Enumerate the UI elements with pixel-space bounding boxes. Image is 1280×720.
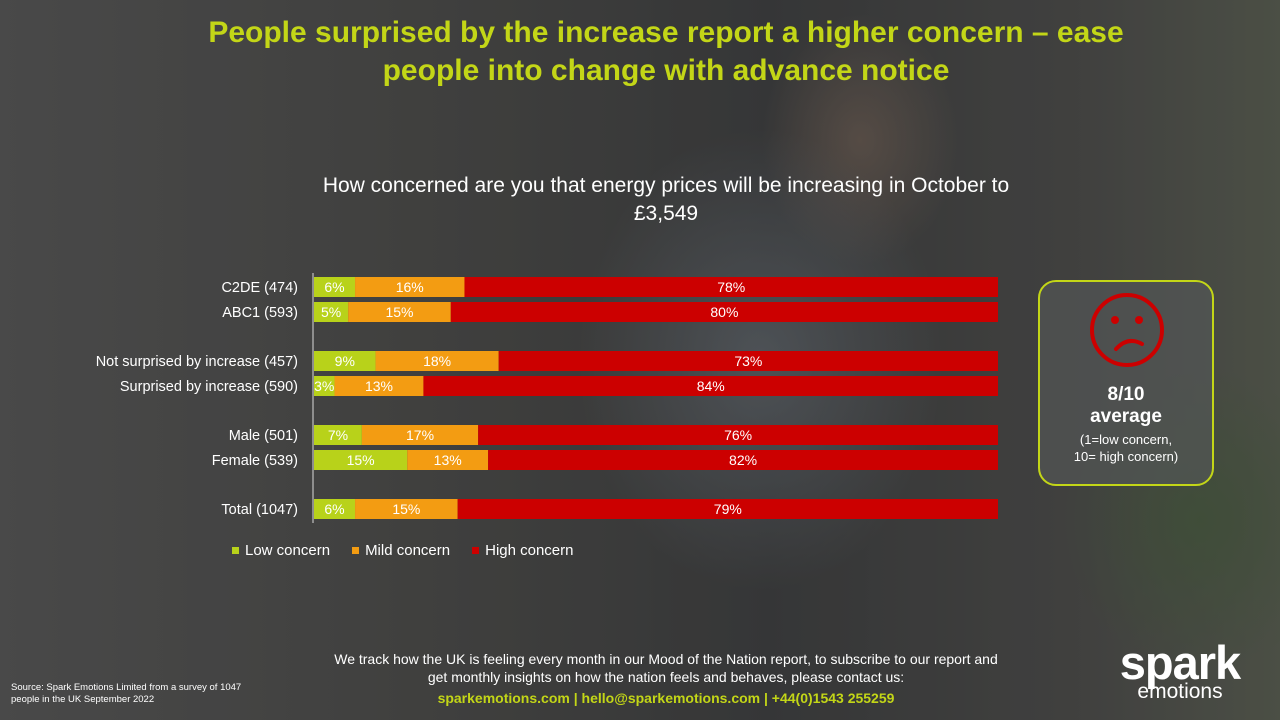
data-label: 5%	[321, 304, 341, 320]
data-label: 9%	[335, 353, 355, 369]
data-label: 7%	[328, 427, 348, 443]
legend-item-mild: Mild concern	[352, 542, 450, 559]
bar-segment	[407, 450, 489, 470]
bar-segment	[314, 425, 362, 445]
bar-segment	[450, 302, 998, 322]
data-label: 80%	[710, 304, 738, 320]
spark-emotions-logo: spark emotions	[1100, 636, 1260, 703]
legend-label-low: Low concern	[245, 542, 331, 559]
legend-swatch-mild	[352, 547, 360, 554]
chart-legend: Low concern Mild concern High concern	[232, 542, 574, 559]
bar-segment	[355, 499, 458, 519]
bar-segment	[478, 425, 998, 445]
bar-segment	[334, 376, 424, 396]
data-label: 13%	[365, 378, 393, 394]
data-label: 84%	[697, 378, 725, 394]
data-label: 79%	[714, 501, 742, 517]
data-label: 16%	[396, 279, 424, 295]
average-score-card: 8/10 average (1=low concern, 10= high co…	[1038, 280, 1214, 486]
average-note-line-2: 10= high concern)	[1073, 449, 1179, 464]
average-scale-note: (1=low concern, 10= high concern)	[1040, 431, 1212, 465]
average-score: 8/10	[1107, 384, 1145, 405]
data-label: 6%	[324, 279, 344, 295]
bar-segment	[314, 376, 335, 396]
category-label: Not surprised by increase (457)	[96, 354, 298, 370]
logo-wordmark-sub: emotions	[1137, 680, 1223, 703]
legend-label-mild: Mild concern	[365, 542, 451, 559]
data-label: 73%	[734, 353, 762, 369]
average-label: average	[1090, 406, 1162, 427]
bar-segment	[355, 277, 465, 297]
bar-segment	[314, 499, 356, 519]
category-label: C2DE (474)	[221, 280, 298, 296]
data-label: 3%	[314, 378, 334, 394]
data-label: 78%	[717, 279, 745, 295]
legend-label-high: High concern	[485, 542, 574, 559]
source-note: Source: Spark Emotions Limited from a su…	[11, 682, 242, 705]
category-label: Female (539)	[212, 453, 298, 469]
bar-segment	[423, 376, 998, 396]
chart-title: How concerned are you that energy prices…	[322, 174, 1010, 225]
bar-segment	[314, 351, 376, 371]
page-title: People surprised by the increase report …	[208, 16, 1124, 87]
category-label: Male (501)	[229, 428, 298, 444]
category-label: Surprised by increase (590)	[120, 379, 298, 395]
legend-item-low: Low concern	[232, 542, 330, 559]
legend-item-high: High concern	[472, 542, 574, 559]
legend-swatch-low	[232, 547, 239, 554]
data-label: 82%	[729, 452, 757, 468]
data-label: 15%	[392, 501, 420, 517]
bar-segment	[457, 499, 998, 519]
data-label: 6%	[324, 501, 344, 517]
category-label: ABC1 (593)	[222, 305, 298, 321]
data-label: 15%	[347, 452, 375, 468]
category-label: Total (1047)	[221, 502, 298, 518]
data-label: 13%	[434, 452, 462, 468]
bar-segment	[348, 302, 451, 322]
bar-segment	[375, 351, 499, 371]
bar-segment	[464, 277, 999, 297]
data-label: 76%	[724, 427, 752, 443]
footer-subscribe-text: We track how the UK is feeling every mon…	[334, 651, 998, 685]
data-label: 17%	[406, 427, 434, 443]
bar-segment	[314, 450, 408, 470]
bar-segment	[361, 425, 479, 445]
footer-contact-links[interactable]: sparkemotions.com | hello@sparkemotions.…	[437, 690, 895, 706]
bar-segment	[488, 450, 998, 470]
bar-segment	[498, 351, 998, 371]
logo-wordmark-main: spark	[1119, 636, 1241, 689]
average-note-line-1: (1=low concern,	[1079, 432, 1173, 447]
bar-segment	[314, 277, 356, 297]
data-label: 15%	[385, 304, 413, 320]
legend-swatch-high	[472, 547, 480, 554]
bar-segment	[314, 302, 349, 322]
data-label: 18%	[423, 353, 451, 369]
sad-face-icon	[1090, 293, 1164, 367]
